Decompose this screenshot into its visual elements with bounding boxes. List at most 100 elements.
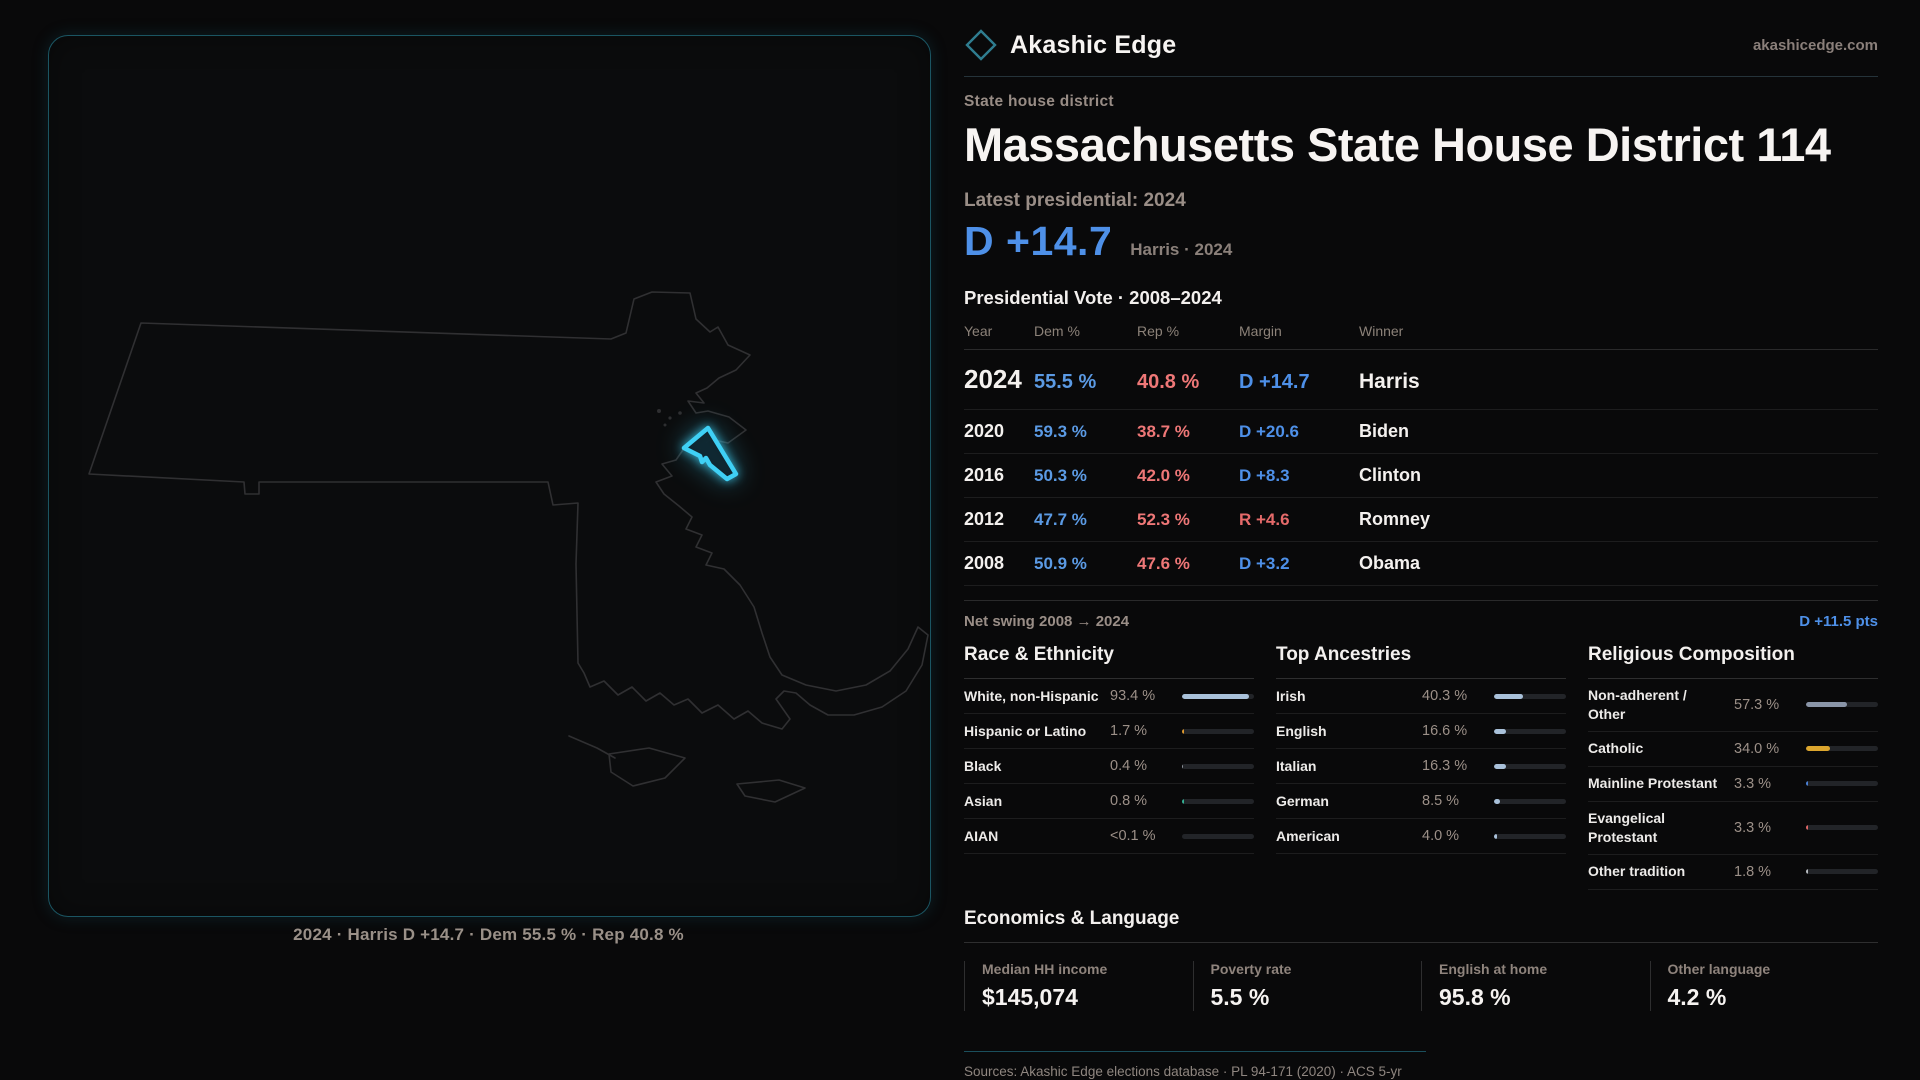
vote-dem-pct: 47.7 % [1034,510,1087,529]
elizabeth-islands-outline [568,735,616,759]
vote-year: 2008 [964,553,1005,573]
demo-section-0: Race & Ethnicity White, non-Hispanic 93.4 … [964,644,1254,854]
vote-margin: D +20.6 [1239,422,1300,441]
vote-winner: Biden [1359,421,1410,441]
vote-margin: D +14.7 [1239,371,1310,393]
econ-stat-1: Poverty rate 5.5 % [1192,960,1422,1011]
demo-bar-track [1182,728,1254,734]
highlighted-district-shape[interactable] [681,425,739,482]
demo-label: Hispanic or Latino [964,722,1087,739]
demo-label: German [1276,792,1329,809]
demo-bar-fill [1494,728,1506,734]
demo-value: 1.7 % [1110,723,1148,739]
demo-section-title: Race & Ethnicity [964,644,1254,679]
vote-table-title: Presidential Vote · 2008–2024 [964,287,1222,308]
demo-label: American [1276,827,1340,844]
demo-label: Mainline Protestant [1588,775,1718,792]
latest-presidential-label: Latest presidential: 2024 [964,190,1186,211]
demo-row: Black 0.4 % [964,749,1254,784]
demo-value: 16.3 % [1422,758,1468,774]
demo-bar-track [1806,869,1878,875]
econ-stat-0: Median HH income $145,074 [964,960,1193,1011]
vote-row-2008: 2008 50.9 % 47.6 % D +3.2 Obama [964,542,1878,586]
demo-bar-fill [1806,746,1831,752]
demo-row: Italian 16.3 % [1276,749,1566,784]
vote-dem-pct: 59.3 % [1034,422,1087,441]
demo-bar-track [1494,693,1566,699]
demo-bar-track [1494,833,1566,839]
demo-bar-fill [1182,728,1184,734]
vote-col-header-4: Winner [1359,323,1404,339]
demo-row: Irish 40.3 % [1276,679,1566,714]
demo-section-title: Top Ancestries [1276,644,1566,679]
demo-bar-fill [1182,693,1250,699]
demo-section-title: Religious Composition [1588,644,1878,679]
vote-dem-pct: 50.9 % [1034,554,1087,573]
vote-year: 2016 [964,465,1005,485]
net-swing-value: D +11.5 pts [1799,613,1878,630]
demo-value: 93.4 % [1110,688,1156,704]
vote-margin: D +3.2 [1239,554,1290,573]
demo-label: Asian [964,792,1003,809]
demo-value: 4.0 % [1422,828,1460,844]
demo-bar-track [1806,781,1878,787]
econ-stat-label: English at home [1439,960,1548,977]
demo-label: Non-adherent / Other [1588,687,1687,722]
demo-value: 8.5 % [1422,793,1460,809]
diamond-logo-icon [965,29,997,61]
demo-section-1: Top Ancestries Irish 40.3 % English 16.6 % It… [1276,644,1566,854]
demo-row: Evangelical Protestant 3.3 % [1588,802,1878,855]
demo-bar-fill [1182,798,1184,804]
demo-value: 40.3 % [1422,688,1468,704]
map-caption: 2024 · Harris D +14.7 · Dem 55.5 % · Rep… [293,925,684,944]
demo-row: German 8.5 % [1276,784,1566,819]
econ-stat-label: Poverty rate [1210,960,1292,977]
vote-winner: Obama [1359,553,1421,573]
econ-stat-value: $145,074 [982,983,1078,1010]
econ-stat-2: English at home 95.8 % [1421,960,1650,1011]
demo-bar-fill [1806,869,1808,875]
district-report: Akashic Edge akashicedge.com State house… [964,28,1878,1080]
demo-row: Catholic 34.0 % [1588,732,1878,767]
vote-row-2024: 2024 55.5 % 40.8 % D +14.7 Harris [964,350,1878,410]
economics-title: Economics & Language [964,908,1878,943]
vote-year: 2012 [964,509,1005,529]
demo-bar-fill [1494,693,1524,699]
vote-year: 2024 [964,364,1022,394]
vote-table-rows: 2024 55.5 % 40.8 % D +14.7 Harris 2020 59.3 % 3… [964,350,1878,586]
marthas-vineyard-outline [608,747,686,787]
demo-bar-fill [1806,825,1809,831]
headline-margin-row: D +14.7 Harris · 2024 [964,218,1878,265]
demo-value: 1.8 % [1734,863,1772,880]
demo-label: Evangelical Protestant [1588,809,1666,845]
vote-table-header: Year Dem % Rep % Margin Winner [964,323,1878,350]
econ-stat-value: 5.5 % [1210,983,1270,1010]
demo-bar-track [1806,746,1878,752]
headline-margin-value: D +14.7 [964,218,1113,264]
demo-bar-track [1182,693,1254,699]
vote-winner: Romney [1359,509,1431,529]
sources-line: Sources: Akashic Edge elections database… [964,1063,1402,1080]
headline-margin-note: Harris · 2024 [1130,240,1233,259]
website-link[interactable]: akashicedge.com [1752,36,1878,54]
demo-label: Other tradition [1588,863,1686,880]
demo-label: Italian [1276,757,1317,774]
demo-row: American 4.0 % [1276,819,1566,854]
demo-value: 57.3 % [1734,696,1780,713]
demo-value: 0.4 % [1110,758,1148,774]
demo-value: 0.8 % [1110,793,1148,809]
demo-bar-track [1494,763,1566,769]
vote-col-header-3: Margin [1239,323,1282,339]
demo-value: 16.6 % [1422,723,1468,739]
vote-rep-pct: 40.8 % [1137,371,1200,393]
brand-name: Akashic Edge [1010,30,1177,59]
demo-value: <0.1 % [1110,828,1156,844]
vote-rep-pct: 47.6 % [1137,554,1190,573]
net-swing-row: Net swing 2008 → 2024 D +11.5 pts [964,600,1878,644]
demo-row: White, non-Hispanic 93.4 % [964,679,1254,714]
demo-row: AIAN <0.1 % [964,819,1254,854]
district-map-panel [48,35,931,917]
demo-row: English 16.6 % [1276,714,1566,749]
vote-row-2016: 2016 50.3 % 42.0 % D +8.3 Clinton [964,454,1878,498]
